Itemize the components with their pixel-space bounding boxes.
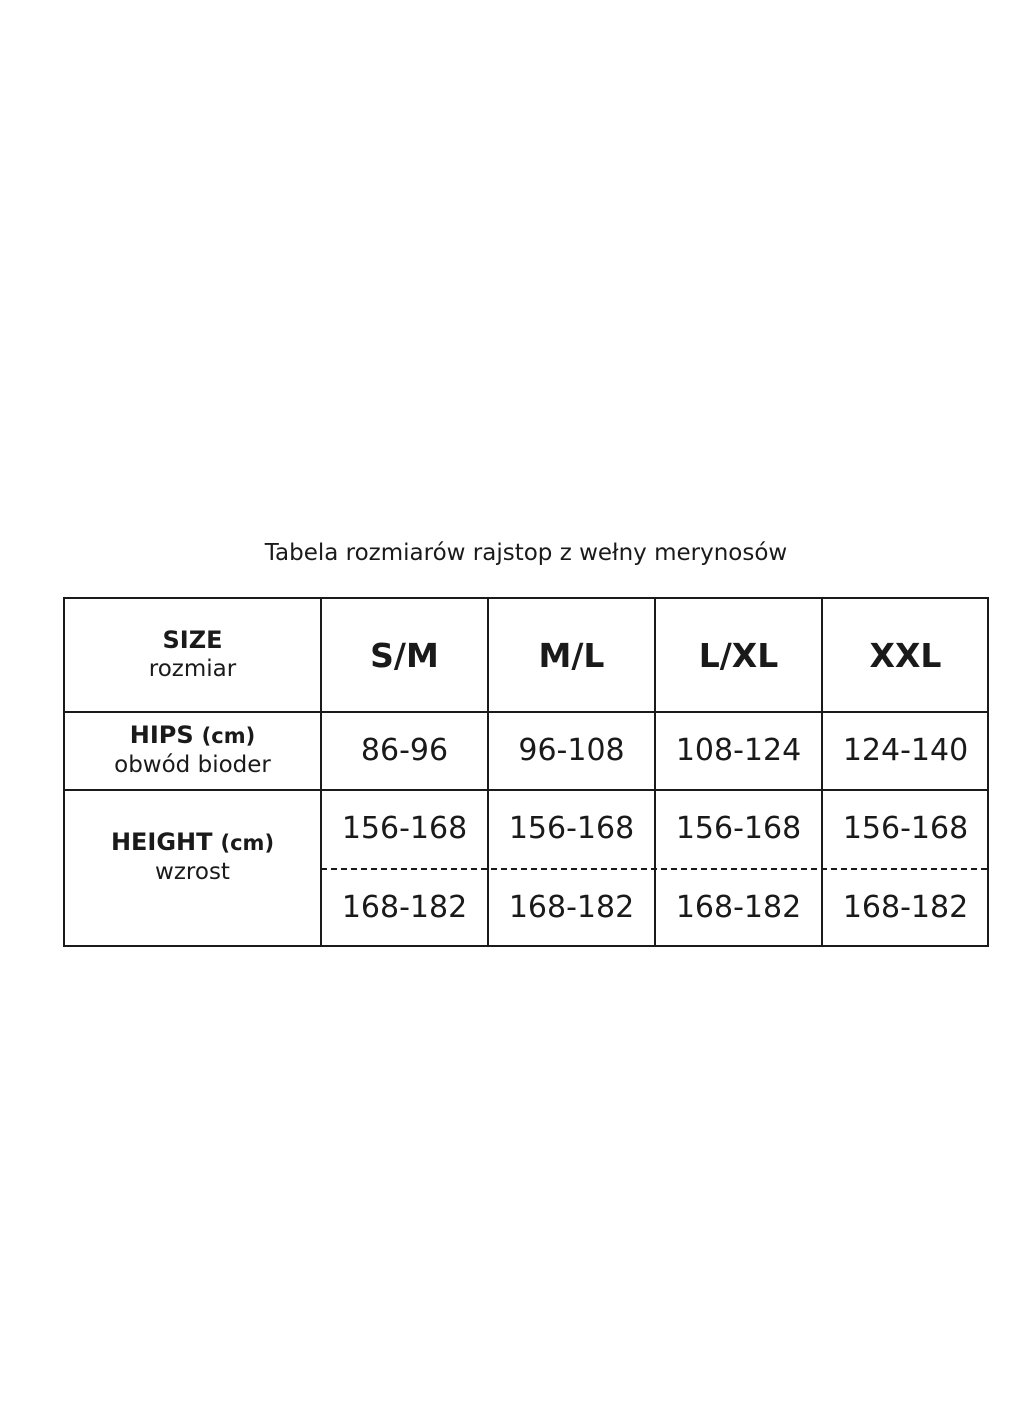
table-title: Tabela rozmiarów rajstop z wełny merynos…: [264, 540, 788, 566]
divider: [65, 711, 987, 713]
divider: [65, 789, 987, 791]
height-cell: 168-182: [675, 890, 802, 925]
height-cell: 168-182: [341, 890, 468, 925]
size-label: SIZE: [162, 626, 223, 654]
size-cell: L/XL: [698, 635, 779, 675]
height-unit: (cm): [220, 830, 275, 855]
size-cell: M/L: [538, 635, 605, 675]
divider: [654, 599, 656, 945]
hips-sublabel: obwód bioder: [114, 751, 271, 778]
height-cell: 156-168: [675, 811, 802, 846]
dashed-divider: [321, 868, 987, 870]
height-cell: 156-168: [842, 811, 969, 846]
height-sublabel: wzrost: [155, 858, 230, 885]
size-cell: XXL: [869, 635, 942, 675]
hips-cell: 86-96: [360, 732, 449, 768]
hips-cell: 124-140: [842, 732, 969, 768]
height-cell: 156-168: [508, 811, 635, 846]
size-label-cell: SIZE rozmiar: [65, 599, 320, 711]
height-cell: 156-168: [341, 811, 468, 846]
height-label: HEIGHT: [110, 827, 213, 856]
divider: [821, 599, 823, 945]
hips-cell: 96-108: [518, 732, 625, 768]
hips-label: HIPS: [129, 720, 194, 749]
height-cell: 168-182: [508, 890, 635, 925]
hips-label-cell: HIPS (cm) obwód bioder: [65, 711, 320, 789]
divider: [320, 599, 322, 945]
height-label-cell: HEIGHT (cm) wzrost: [65, 789, 320, 947]
size-table: SIZE rozmiar HIPS (cm) obwód bioder HEIGH…: [63, 597, 989, 947]
hips-cell: 108-124: [675, 732, 802, 768]
size-cell: S/M: [370, 635, 439, 675]
hips-unit: (cm): [201, 723, 256, 748]
height-cell: 168-182: [842, 890, 969, 925]
size-sublabel: rozmiar: [148, 656, 237, 682]
divider: [487, 599, 489, 945]
